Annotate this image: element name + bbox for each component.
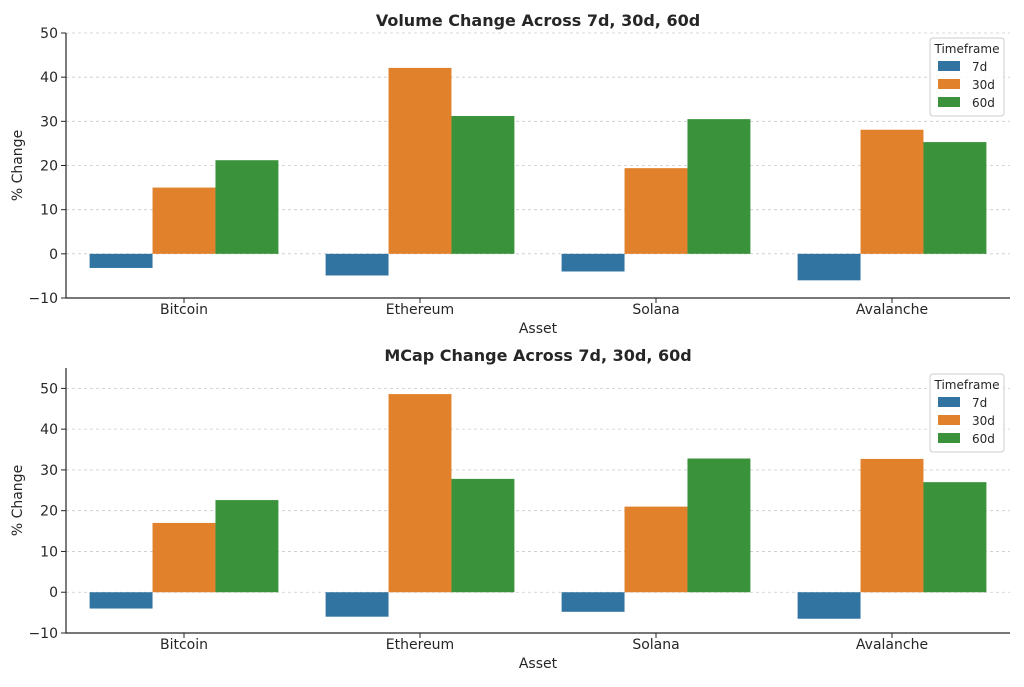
legend: Timeframe 7d 30d 60d <box>929 373 1005 453</box>
bar-30d-avalanche <box>860 458 924 593</box>
y-tick-label: 0 <box>49 585 58 601</box>
y-axis-label: % Change <box>10 130 26 201</box>
bar-60d-ethereum <box>451 478 515 593</box>
bar-60d-bitcoin <box>215 500 279 593</box>
y-tick-label: 40 <box>40 70 58 86</box>
legend-label-60d: 60d <box>972 96 995 110</box>
legend-swatch-7d <box>938 397 960 407</box>
bar-60d-solana <box>687 458 751 593</box>
y-tick-label: 20 <box>40 504 58 520</box>
bar-7d-solana <box>561 253 625 272</box>
chart-panel-1: −10 0 10 20 30 40 50 Bitcoin Ethereum Solana Avala… <box>10 11 1010 337</box>
legend-box <box>929 37 1005 117</box>
x-tick-label: Avalanche <box>856 302 928 318</box>
bar-60d-ethereum <box>451 116 515 254</box>
y-tick-label: 40 <box>40 422 58 438</box>
legend-title: Timeframe <box>934 42 1000 56</box>
bar-30d-ethereum <box>388 394 452 593</box>
chart-title: Volume Change Across 7d, 30d, 60d <box>376 11 700 30</box>
legend-label-60d: 60d <box>972 432 995 446</box>
y-tick-label: 50 <box>40 381 58 397</box>
legend-label-30d: 30d <box>972 78 995 92</box>
bar-7d-bitcoin <box>89 253 153 268</box>
legend-swatch-30d <box>938 79 960 89</box>
bar-7d-solana <box>561 592 625 612</box>
y-tick-label: 10 <box>40 544 58 560</box>
legend: Timeframe 7d 30d 60d <box>929 37 1005 117</box>
bar-30d-solana <box>624 168 688 254</box>
bar-7d-avalanche <box>797 592 861 619</box>
x-tick-label: Avalanche <box>856 637 928 653</box>
x-tick-label: Solana <box>632 637 679 653</box>
x-tick-label: Ethereum <box>386 302 454 318</box>
x-tick-label: Ethereum <box>386 637 454 653</box>
chart-title: MCap Change Across 7d, 30d, 60d <box>384 346 691 365</box>
x-tick-label: Bitcoin <box>160 637 208 653</box>
legend-swatch-60d <box>938 433 960 443</box>
y-tick-label: 20 <box>40 159 58 175</box>
axis-spines <box>65 33 1010 299</box>
legend-label-30d: 30d <box>972 414 995 428</box>
y-axis-label: % Change <box>10 465 26 536</box>
legend-swatch-7d <box>938 61 960 71</box>
chart-panel-2: −10 0 10 20 30 40 50 Bitcoin Ethereum Solana Avala… <box>10 346 1010 672</box>
y-tick-label: 50 <box>40 26 58 42</box>
bar-7d-bitcoin <box>89 592 153 609</box>
bar-30d-ethereum <box>388 67 452 254</box>
legend-label-7d: 7d <box>972 60 987 74</box>
legend-swatch-60d <box>938 97 960 107</box>
bar-60d-avalanche <box>923 482 987 593</box>
bar-30d-avalanche <box>860 129 924 254</box>
x-tick-label: Solana <box>632 302 679 318</box>
y-tick-label: 30 <box>40 463 58 479</box>
x-axis-label: Asset <box>519 321 558 337</box>
x-axis-label: Asset <box>519 656 558 672</box>
bar-7d-avalanche <box>797 253 861 281</box>
legend-swatch-30d <box>938 415 960 425</box>
axis-spines <box>65 368 1010 634</box>
bar-7d-ethereum <box>325 592 389 617</box>
legend-box <box>929 373 1005 453</box>
y-tick-label: −10 <box>28 291 58 307</box>
y-tick-label: 30 <box>40 114 58 130</box>
legend-title: Timeframe <box>934 378 1000 392</box>
bar-60d-avalanche <box>923 142 987 254</box>
y-tick-label: 0 <box>49 247 58 263</box>
bar-30d-solana <box>624 506 688 593</box>
bar-30d-bitcoin <box>152 187 216 254</box>
y-tick-label: 10 <box>40 203 58 219</box>
y-tick-label: −10 <box>28 626 58 642</box>
bar-7d-ethereum <box>325 253 389 276</box>
legend-label-7d: 7d <box>972 396 987 410</box>
x-tick-label: Bitcoin <box>160 302 208 318</box>
bar-30d-bitcoin <box>152 522 216 593</box>
bar-60d-bitcoin <box>215 160 279 254</box>
bar-60d-solana <box>687 119 751 254</box>
